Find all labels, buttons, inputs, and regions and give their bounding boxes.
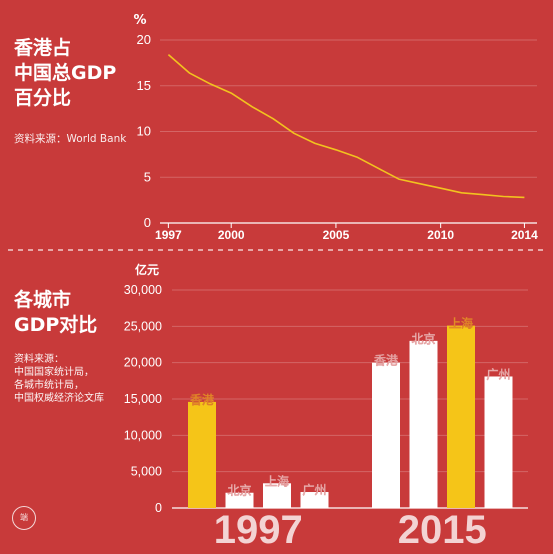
city-gdp-title: 各城市 GDP对比: [14, 288, 97, 338]
bar-y-tick-label: 20,000: [124, 356, 162, 370]
bar-city-label: 香港: [189, 392, 215, 407]
line-y-tick-label: 15: [137, 78, 151, 93]
bar-y-tick-label: 0: [155, 501, 162, 515]
hk-share-source: 资料来源：World Bank: [14, 133, 127, 145]
bar-2015-2: [447, 325, 475, 508]
bar-city-label: 广州: [302, 482, 326, 497]
bar-y-tick-label: 25,000: [124, 319, 162, 333]
bar-2015-0: [372, 362, 400, 508]
line-y-tick-label: 0: [144, 215, 151, 230]
brand-logo: 端: [12, 506, 36, 530]
line-y-unit-label: %: [133, 13, 146, 28]
bar-1997-0: [188, 401, 216, 508]
source-line: 各城市统计局，: [14, 380, 84, 391]
source-line: 中国权威经济论文库: [14, 393, 104, 404]
bar-1997-3: [300, 492, 329, 508]
bar-city-label: 北京: [227, 483, 251, 498]
hk-share-series-line: [167, 53, 525, 199]
bar-y-unit-label: 亿元: [135, 262, 159, 277]
line-x-tick-label: 2014: [511, 228, 538, 242]
bar-year-label: 2015: [398, 508, 487, 552]
bar-city-label: 香港: [373, 353, 399, 368]
bar-y-tick-label: 15,000: [124, 392, 162, 406]
bar-2015-3: [484, 376, 513, 508]
bar-y-tick-label: 30,000: [124, 283, 162, 297]
hk-share-title: 香港占 中国总GDP 百分比: [14, 36, 116, 111]
bar-2015-1: [409, 340, 438, 508]
line-x-tick-label: 1997: [155, 228, 182, 242]
city-gdp-source: 资料来源： 中国国家统计局， 各城市统计局， 中国权威经济论文库: [14, 353, 104, 405]
bar-city-label: 上海: [449, 316, 473, 331]
bar-1997-1: [225, 492, 254, 508]
bar-y-tick-label: 5,000: [131, 465, 162, 479]
bar-year-label: 1997: [214, 508, 303, 552]
source-line: 资料来源：: [14, 354, 64, 365]
bar-city-label: 上海: [265, 473, 289, 488]
title-line: 各城市: [14, 289, 72, 311]
line-x-tick-label: 2010: [427, 228, 454, 242]
line-y-tick-label: 10: [137, 124, 151, 139]
bar-1997-2: [263, 483, 291, 508]
source-line: 中国国家统计局，: [14, 367, 94, 378]
title-line: 中国总GDP: [14, 62, 117, 84]
bar-city-label: 北京: [411, 331, 435, 346]
line-x-tick-label: 2000: [218, 228, 245, 242]
bar-city-label: 广州: [486, 366, 510, 381]
line-y-tick-label: 20: [137, 32, 151, 47]
line-y-tick-label: 5: [144, 169, 151, 184]
title-line: 百分比: [14, 87, 72, 109]
line-x-tick-label: 2005: [323, 228, 350, 242]
title-line: 香港占: [14, 37, 72, 59]
title-line: GDP对比: [14, 314, 98, 336]
bar-y-tick-label: 10,000: [124, 428, 162, 442]
